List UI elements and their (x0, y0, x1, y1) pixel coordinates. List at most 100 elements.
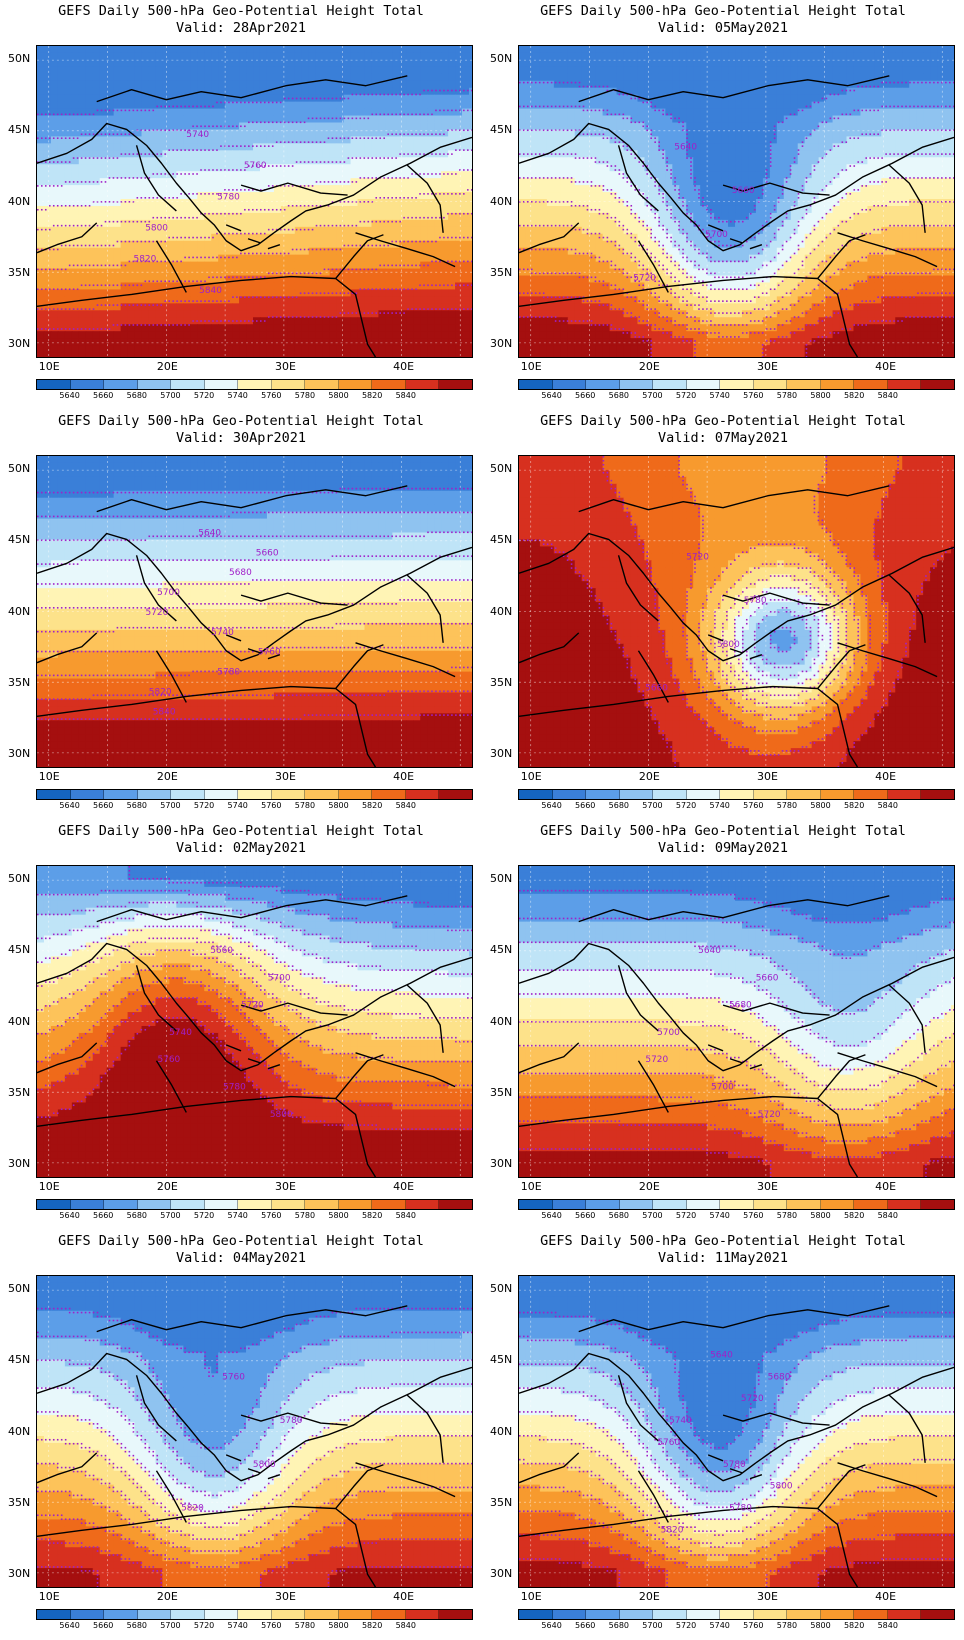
field-cell (364, 296, 373, 304)
field-cell (57, 275, 66, 284)
field-cell (616, 46, 625, 54)
field-cell (294, 73, 303, 82)
contour-point (315, 316, 318, 318)
field-cell (127, 59, 136, 68)
field-cell (728, 129, 736, 138)
contour-point (299, 316, 302, 318)
contour-point (463, 212, 465, 215)
field-cell (85, 66, 94, 75)
field-cell (448, 185, 456, 193)
contour-point (319, 316, 322, 318)
contour-point (423, 113, 425, 116)
field-cell (57, 317, 66, 325)
field-cell (707, 129, 715, 138)
field-cell (92, 192, 101, 200)
contour-point (335, 117, 338, 120)
field-cell (155, 80, 164, 89)
field-cell (190, 240, 198, 249)
contour-point (367, 177, 370, 179)
field-cell (651, 108, 659, 117)
field-cell (700, 108, 708, 117)
field-cell (357, 296, 366, 304)
contour-point (459, 109, 461, 112)
contour-point (136, 220, 139, 223)
field-cell (113, 338, 122, 346)
contour-point (196, 256, 198, 259)
field-cell (218, 275, 226, 284)
field-cell (155, 212, 164, 221)
contour-point (176, 260, 178, 263)
field-cell (37, 219, 45, 228)
field-cell (350, 345, 359, 353)
field-cell (211, 136, 219, 144)
contour-point (447, 89, 449, 92)
contour-point (164, 300, 167, 302)
field-cell (364, 136, 373, 144)
field-cell (350, 254, 359, 263)
field-cell (916, 52, 924, 61)
field-cell (392, 143, 400, 151)
field-cell (218, 352, 226, 357)
field-cell (78, 352, 87, 357)
contour-point (459, 308, 461, 310)
field-cell (253, 46, 261, 54)
field-cell (106, 233, 115, 242)
field-cell (315, 122, 324, 131)
field-cell (204, 178, 212, 186)
field-cell (322, 150, 331, 158)
field-cell (37, 352, 45, 357)
field-cell (672, 115, 680, 124)
contour-point (140, 284, 143, 287)
contour-point (112, 133, 115, 136)
field-cell (385, 233, 393, 242)
field-cell (441, 46, 449, 54)
field-cell (280, 345, 289, 353)
contour-point (144, 177, 147, 179)
field-cell (287, 331, 296, 339)
field-cell (755, 80, 764, 89)
field-cell (37, 289, 45, 297)
field-cell (225, 66, 233, 75)
contour-point (232, 256, 234, 259)
field-cell (693, 46, 701, 54)
field-cell (218, 178, 226, 186)
field-cell (469, 345, 472, 353)
field-cell (78, 226, 87, 235)
contour-point (196, 280, 198, 283)
field-cell (357, 324, 366, 332)
contour-point (148, 220, 151, 223)
field-cell (211, 261, 219, 270)
field-cell (322, 352, 331, 357)
field-cell (134, 192, 143, 200)
field-cell (441, 268, 449, 277)
field-cell (413, 80, 421, 89)
field-cell (301, 66, 310, 75)
field-cell (134, 205, 143, 214)
field-cell (651, 122, 659, 131)
field-cell (92, 296, 101, 304)
field-cell (735, 108, 743, 117)
field-cell (797, 52, 806, 61)
field-cell (273, 66, 282, 75)
field-cell (218, 226, 226, 235)
contour-point (411, 133, 413, 136)
field-cell (350, 136, 359, 144)
field-cell (204, 331, 212, 339)
field-cell (406, 46, 414, 54)
field-cell (672, 129, 680, 138)
field-cell (232, 317, 240, 325)
contour-point (343, 161, 346, 163)
field-cell (748, 129, 757, 138)
field-cell (385, 317, 393, 325)
field-cell (308, 150, 317, 158)
contour-point (339, 312, 342, 314)
field-cell (609, 101, 618, 110)
field-cell (113, 226, 122, 235)
field-cell (64, 136, 73, 144)
field-cell (155, 150, 164, 158)
field-cell (567, 66, 576, 75)
contour-point (148, 304, 151, 306)
field-cell (113, 94, 122, 103)
field-cell (301, 212, 310, 221)
field-cell (148, 282, 157, 291)
